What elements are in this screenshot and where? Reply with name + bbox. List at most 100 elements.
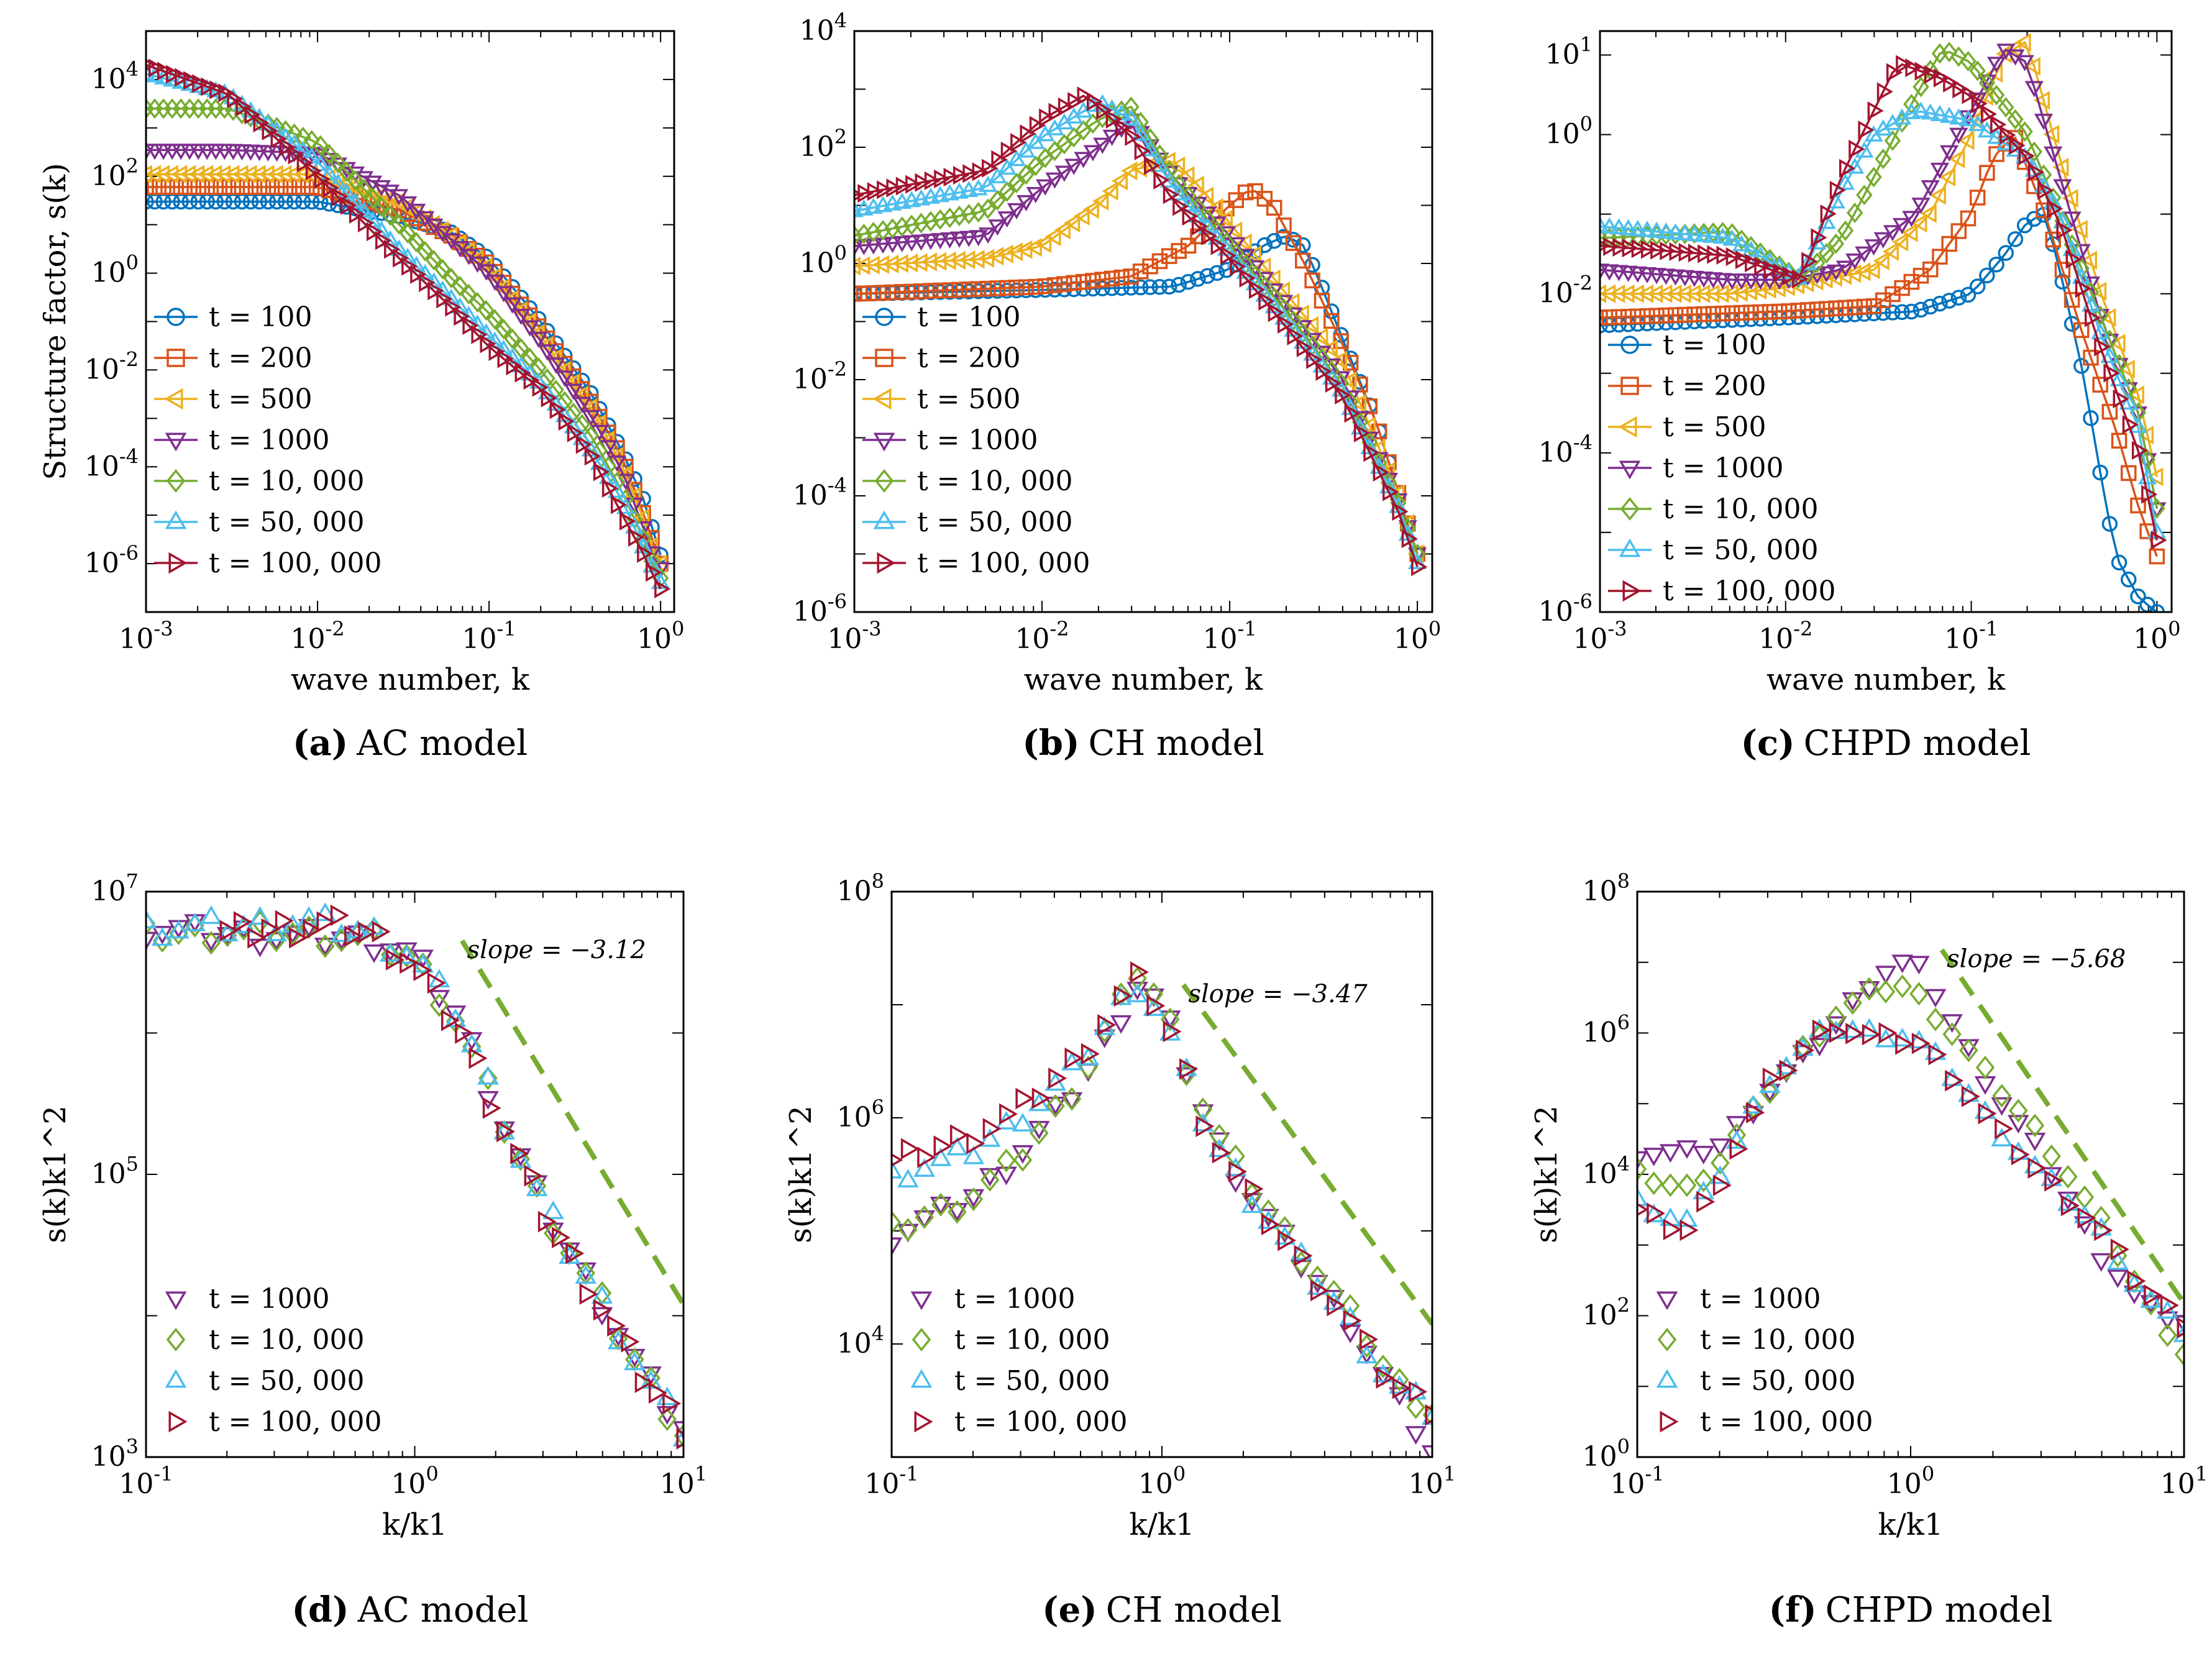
- legend-marker: [1656, 1369, 1678, 1388]
- data-point: [593, 1299, 612, 1321]
- x-axis-label: k/k1: [382, 1507, 447, 1542]
- data-point: [2129, 402, 2147, 423]
- data-point: [662, 1392, 682, 1415]
- data-point: [442, 233, 461, 250]
- data-point: [1988, 85, 2005, 106]
- data-point: [1094, 1016, 1116, 1035]
- data-point: [1017, 141, 1036, 158]
- data-point: [261, 918, 280, 940]
- data-point: [183, 71, 200, 90]
- data-point: [1845, 1023, 1865, 1044]
- data-point: [2119, 382, 2138, 399]
- caption-text: CHPD model: [1826, 1590, 2053, 1630]
- data-point: [1911, 198, 1931, 214]
- data-point: [1411, 557, 1428, 577]
- y-axis-label: Structure factor, s(k): [38, 163, 73, 480]
- data-point: [1201, 226, 1218, 245]
- data-point: [328, 173, 347, 190]
- data-point: [1754, 257, 1771, 276]
- series-t1000: [146, 914, 683, 1440]
- data-point: [921, 234, 940, 250]
- x-tick-label: 100: [2133, 617, 2180, 655]
- data-point: [2045, 231, 2061, 248]
- data-point: [2156, 1311, 2178, 1330]
- data-point: [2156, 1300, 2178, 1319]
- data-point: [1406, 1395, 1425, 1419]
- data-point: [1350, 394, 1366, 413]
- data-point: [892, 235, 912, 253]
- data-point: [410, 265, 427, 284]
- data-point: [572, 396, 592, 413]
- data-point: [2118, 359, 2135, 379]
- data-point: [1031, 1087, 1051, 1109]
- data-point: [1304, 272, 1320, 289]
- data-point: [2071, 219, 2088, 239]
- data-point: [1669, 242, 1686, 262]
- data-point: [497, 349, 514, 368]
- data-point: [1709, 1165, 1731, 1184]
- data-point: [1245, 1178, 1264, 1200]
- legend-marker: [1618, 416, 1637, 438]
- panel-caption: (f) CHPD model: [1769, 1589, 2053, 1630]
- data-point: [363, 944, 385, 963]
- data-point: [1675, 270, 1694, 286]
- data-point: [1846, 203, 1863, 224]
- data-point: [373, 196, 390, 217]
- legend-label: t = 100, 000: [209, 547, 382, 579]
- data-point: [1796, 1040, 1815, 1061]
- data-point: [541, 388, 557, 408]
- data-point: [1911, 101, 1931, 118]
- data-point: [2033, 91, 2050, 110]
- data-point: [1392, 1377, 1411, 1399]
- data-point: [949, 1124, 969, 1146]
- legend-label: t = 100, 000: [1663, 575, 1835, 607]
- data-point: [293, 165, 309, 184]
- data-point: [157, 62, 174, 81]
- data-point: [1760, 252, 1780, 268]
- data-point: [1195, 1115, 1215, 1138]
- data-point: [886, 178, 903, 198]
- data-point: [1373, 1355, 1393, 1379]
- data-point: [434, 258, 451, 280]
- data-point: [1143, 997, 1165, 1017]
- panel-caption: (d) AC model: [292, 1589, 529, 1630]
- legend-marker: [1620, 496, 1640, 521]
- data-point: [1930, 104, 1950, 122]
- data-point: [999, 1103, 1018, 1125]
- legend-marker: [1622, 580, 1642, 602]
- data-point: [962, 164, 979, 183]
- legend-marker: [165, 432, 187, 452]
- data-point: [1287, 326, 1304, 345]
- data-point: [2127, 1270, 2146, 1292]
- data-point: [469, 291, 486, 313]
- data-point: [1356, 1345, 1378, 1364]
- data-point: [1988, 256, 2004, 273]
- data-point: [912, 234, 931, 251]
- data-point: [1707, 245, 1724, 264]
- data-point: [1688, 244, 1705, 263]
- caption-letter: (a): [293, 723, 348, 764]
- data-point: [1216, 209, 1233, 229]
- data-point: [1344, 404, 1361, 423]
- data-point: [1713, 227, 1732, 244]
- data-point: [1911, 1032, 1931, 1054]
- caption-text: AC model: [357, 1590, 529, 1630]
- data-point: [1693, 1181, 1715, 1200]
- data-point: [1684, 284, 1701, 303]
- data-point: [1657, 268, 1676, 285]
- data-point: [920, 252, 937, 272]
- data-point: [648, 1382, 667, 1404]
- data-point: [303, 919, 322, 941]
- data-point: [1180, 273, 1197, 290]
- data-point: [2174, 1342, 2184, 1366]
- y-axis-label: s(k)k1^2: [1529, 1105, 1564, 1243]
- data-point: [997, 1148, 1016, 1172]
- data-point: [275, 910, 294, 932]
- data-point: [1199, 268, 1215, 284]
- data-point: [258, 165, 275, 184]
- data-point: [1808, 233, 1827, 250]
- data-point: [1659, 1144, 1681, 1163]
- legend-label: t = 100, 000: [1700, 1406, 1873, 1438]
- data-point: [657, 1407, 677, 1432]
- data-point: [532, 378, 549, 397]
